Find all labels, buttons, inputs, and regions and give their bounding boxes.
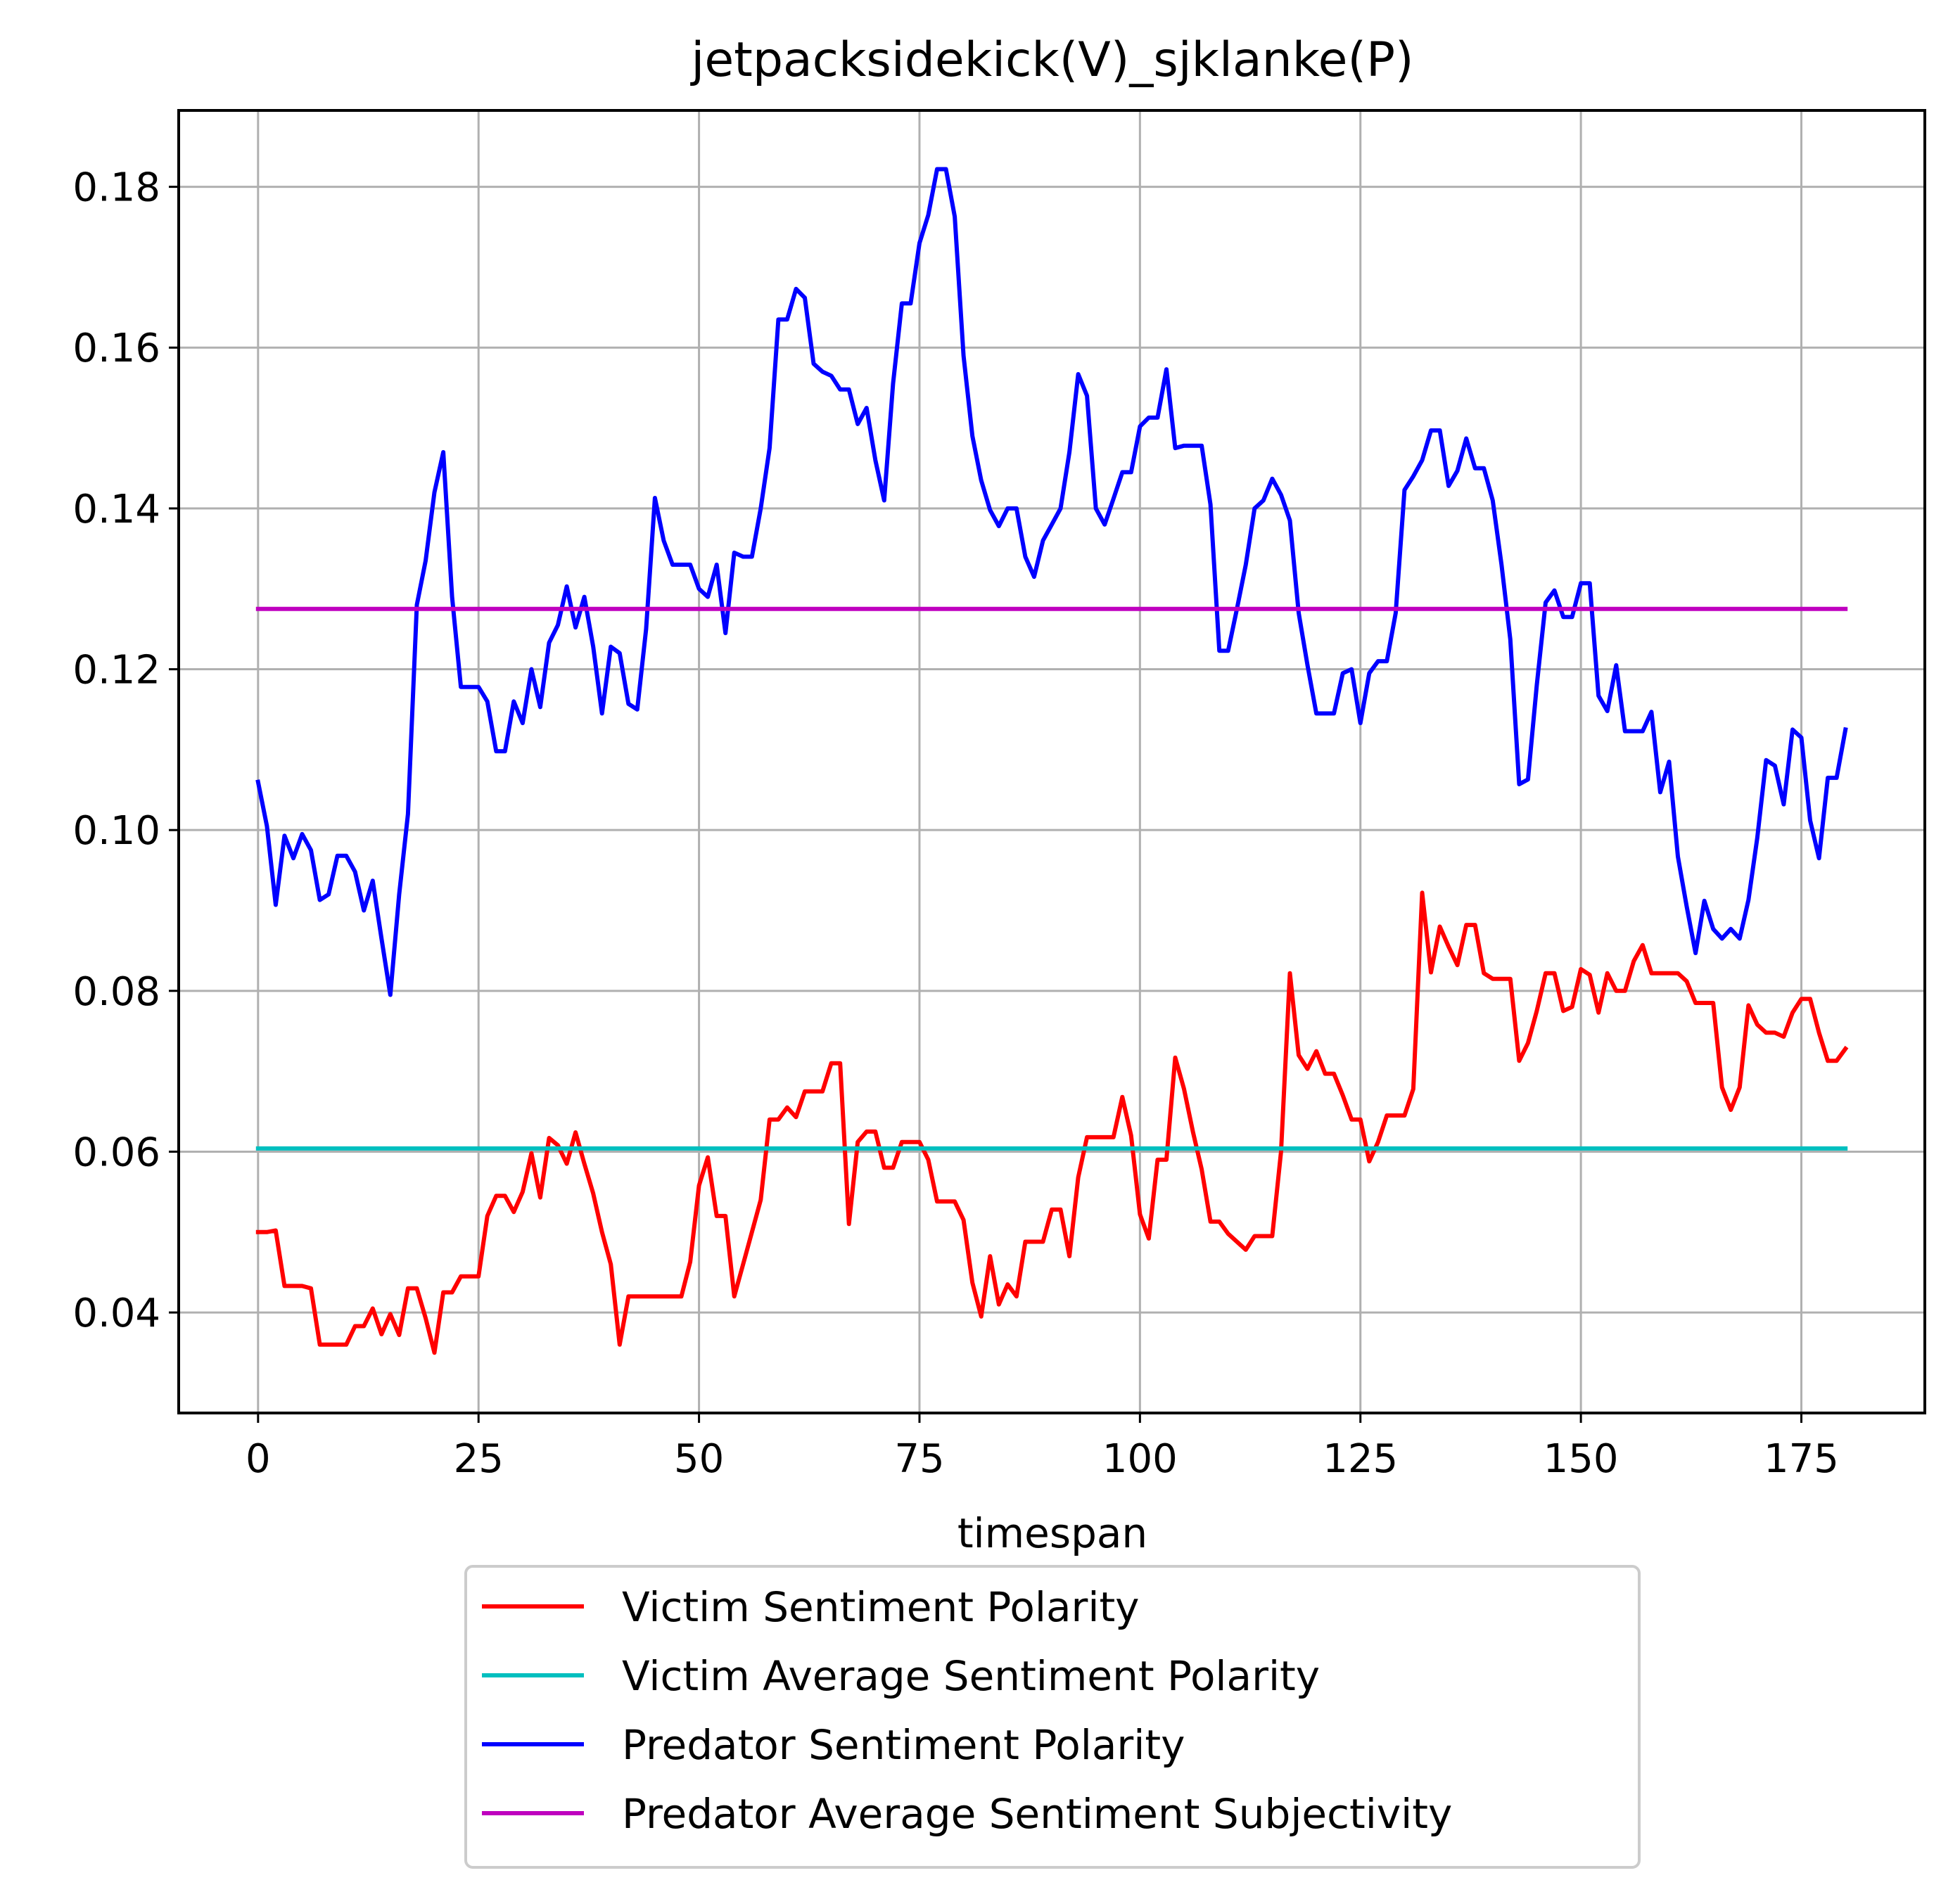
chart-title: jetpacksidekick(V)_sjklanke(P) — [689, 32, 1413, 88]
y-tick-label: 0.18 — [72, 165, 160, 211]
x-tick-label: 50 — [674, 1436, 724, 1482]
legend-label: Predator Sentiment Polarity — [622, 1721, 1185, 1769]
legend-label: Victim Sentiment Polarity — [622, 1583, 1140, 1631]
legend-frame — [464, 1565, 1641, 1869]
x-tick-label: 25 — [454, 1436, 504, 1482]
y-tick-label: 0.04 — [72, 1291, 160, 1336]
x-tick-label: 75 — [894, 1436, 944, 1482]
y-tick-label: 0.16 — [72, 326, 160, 371]
legend: Victim Sentiment Polarity Victim Average … — [464, 1565, 1641, 1869]
x-tick-label: 150 — [1544, 1436, 1619, 1482]
x-axis-ticks: 0 25 50 75 100 125 150 175 — [246, 1413, 1839, 1482]
legend-label: Victim Average Sentiment Polarity — [622, 1652, 1320, 1700]
plot-lines — [255, 167, 1849, 1355]
y-tick-label: 0.10 — [72, 808, 160, 854]
legend-label: Predator Average Sentiment Subjectivity — [622, 1790, 1452, 1838]
series-line-3 — [255, 167, 1848, 997]
y-tick-label: 0.12 — [72, 648, 160, 693]
x-tick-label: 175 — [1764, 1436, 1839, 1482]
legend-entries: Victim Sentiment Polarity Victim Average … — [482, 1583, 1452, 1838]
plot-frame — [177, 109, 1926, 1414]
x-tick-label: 100 — [1102, 1436, 1178, 1482]
grid — [179, 110, 1925, 1413]
y-tick-label: 0.08 — [72, 969, 160, 1015]
y-tick-label: 0.14 — [72, 487, 160, 532]
x-axis-label: timespan — [957, 1509, 1147, 1557]
y-tick-label: 0.06 — [72, 1130, 160, 1175]
x-tick-label: 125 — [1323, 1436, 1398, 1482]
x-tick-label: 0 — [246, 1436, 271, 1482]
series-line-1 — [255, 890, 1849, 1355]
y-axis-ticks: 0.04 0.06 0.08 0.10 0.12 0.14 0.16 0.18 — [72, 165, 179, 1336]
